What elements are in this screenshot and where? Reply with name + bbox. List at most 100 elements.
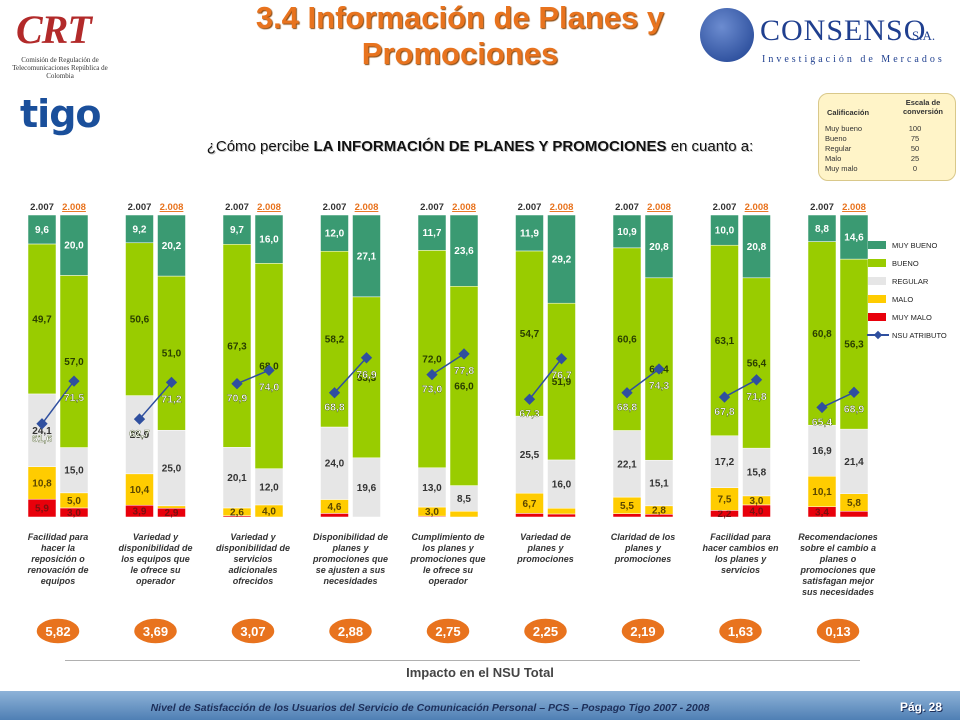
impact-value: 3,69 xyxy=(143,624,168,639)
impact-badge xyxy=(815,617,861,645)
impact-badge xyxy=(425,617,471,645)
bar-segment-regular xyxy=(710,435,739,488)
impact-value: 0,13 xyxy=(825,624,850,639)
nsu-label: 71,5 xyxy=(64,392,85,404)
bar-data-label: 56,4 xyxy=(747,358,767,369)
bar-data-label: 9,2 xyxy=(133,224,147,235)
question-suffix: en cuanto a: xyxy=(666,138,754,155)
bar-segment-bueno xyxy=(222,244,252,448)
bar-data-label: 63,1 xyxy=(715,336,735,347)
nsu-line xyxy=(821,391,855,409)
bar-segment-regular xyxy=(742,447,771,497)
year-tick-label: 2.007 xyxy=(810,202,834,213)
category-label: Claridad de los xyxy=(611,532,676,542)
category-label: le ofrece su xyxy=(130,565,181,575)
bar-segment-muy-bueno xyxy=(125,214,154,244)
legend-label: NSU ATRIBUTO xyxy=(892,331,947,340)
nsu-line xyxy=(724,379,757,398)
bar-segment-bueno xyxy=(417,250,447,469)
tigo-logo: tigo xyxy=(20,92,101,148)
impact-divider xyxy=(65,660,860,661)
nsu-point xyxy=(555,353,568,365)
bar-data-label: 20,8 xyxy=(649,242,669,253)
bar-data-label: 20,2 xyxy=(162,241,182,252)
impact-title: Impacto en el NSU Total xyxy=(406,665,554,680)
bar-data-label: 15,8 xyxy=(747,468,767,479)
bar-data-label: 7,5 xyxy=(718,495,732,506)
bar-segment-muy-bueno xyxy=(710,214,739,246)
category-label: los planes y xyxy=(715,554,768,564)
bar-data-label: 4,6 xyxy=(328,502,342,513)
year-tick-label: 2.007 xyxy=(420,202,444,213)
bar-segment-regular xyxy=(254,468,284,506)
nsu-label: 74,3 xyxy=(649,380,670,392)
legend-label: BUENO xyxy=(892,259,919,268)
crt-logo: CRT Comisión de Regulación de Telecomuni… xyxy=(10,6,110,80)
impact-value: 2,88 xyxy=(338,624,363,639)
impact-value: 2,25 xyxy=(533,624,558,639)
scale-row-label: Malo xyxy=(825,154,842,163)
bar-segment-malo xyxy=(157,505,186,509)
bar-data-label: 5,8 xyxy=(847,498,861,509)
nsu-point xyxy=(360,352,373,364)
bar-segment-malo xyxy=(547,507,576,515)
bar-data-label: 25,5 xyxy=(520,450,540,461)
bar-data-label: 17,2 xyxy=(715,457,735,468)
nsu-label: 67,3 xyxy=(519,408,540,420)
category-label: promociones que xyxy=(799,565,875,575)
scale-row-value: 50 xyxy=(910,144,920,153)
bar-data-label: 10,4 xyxy=(130,485,150,496)
bar-data-label: 29,2 xyxy=(552,255,572,266)
bar-data-label: 8,5 xyxy=(457,494,471,505)
nsu-label: 68,9 xyxy=(844,403,865,415)
crt-logo-subtitle: Comisión de Regulación de Telecomunicaci… xyxy=(12,56,108,80)
question-prefix: ¿Cómo percibe xyxy=(206,138,314,155)
scale-col-calificacion: Calificación xyxy=(827,108,870,117)
category-label: disponibilidad de xyxy=(119,543,193,553)
bar-data-label: 11,9 xyxy=(520,228,539,239)
bar-segment-malo xyxy=(449,511,479,518)
bar-segment-regular xyxy=(352,457,381,518)
bar-data-label: 10,1 xyxy=(812,487,832,498)
nsu-point xyxy=(750,374,763,386)
bar-data-label: 58,2 xyxy=(325,335,345,346)
bar-data-label: 51,0 xyxy=(162,349,182,360)
category-label: operador xyxy=(136,576,176,586)
year-tick-label: 2.008 xyxy=(257,202,281,213)
bar-segment-regular xyxy=(612,430,642,498)
bar-segment-bueno xyxy=(449,286,479,486)
nsu-point xyxy=(653,363,665,375)
question-bold: LA INFORMACIÓN DE PLANES Y PROMOCIONES xyxy=(313,138,667,155)
bar-data-label: 56,3 xyxy=(844,340,864,351)
bar-segment-regular xyxy=(157,429,186,507)
bar-segment-muy-bueno xyxy=(352,214,381,298)
scale-row-value: 0 xyxy=(912,164,918,173)
category-label: los planes y xyxy=(422,543,475,553)
scale-row-label: Bueno xyxy=(825,134,847,143)
bar-segment-regular xyxy=(449,485,479,512)
category-label: Cumplimiento de xyxy=(411,532,484,542)
year-tick-label: 2.007 xyxy=(518,202,542,213)
category-label: Variedad de xyxy=(520,532,571,542)
bar-data-label: 19,6 xyxy=(357,483,377,494)
bar-data-label: 27,1 xyxy=(357,251,377,262)
bar-data-label: 20,8 xyxy=(747,242,767,253)
bar-data-label: 8,8 xyxy=(815,224,829,235)
bar-data-label: 57,0 xyxy=(64,357,84,368)
bar-data-label: 2,2 xyxy=(718,509,732,520)
year-tick-label: 2.008 xyxy=(647,202,671,213)
bar-segment-regular xyxy=(59,447,89,494)
bar-data-label: 67,3 xyxy=(227,341,247,352)
crt-logo-text: CRT xyxy=(16,7,92,52)
bar-data-label: 20,0 xyxy=(64,241,84,252)
category-label: operador xyxy=(428,576,468,586)
category-label: sus necesidades xyxy=(802,587,874,597)
bar-data-label: 3,4 xyxy=(815,507,829,518)
bar-segment-bueno xyxy=(612,247,642,431)
bar-data-label: 5,0 xyxy=(67,496,81,507)
bar-data-label: 5,5 xyxy=(620,501,634,512)
bar-data-label: 25,9 xyxy=(130,430,150,441)
year-tick-label: 2.008 xyxy=(452,202,476,213)
bar-segment-muy-malo xyxy=(320,513,349,518)
nsu-label: 77,8 xyxy=(454,365,475,377)
